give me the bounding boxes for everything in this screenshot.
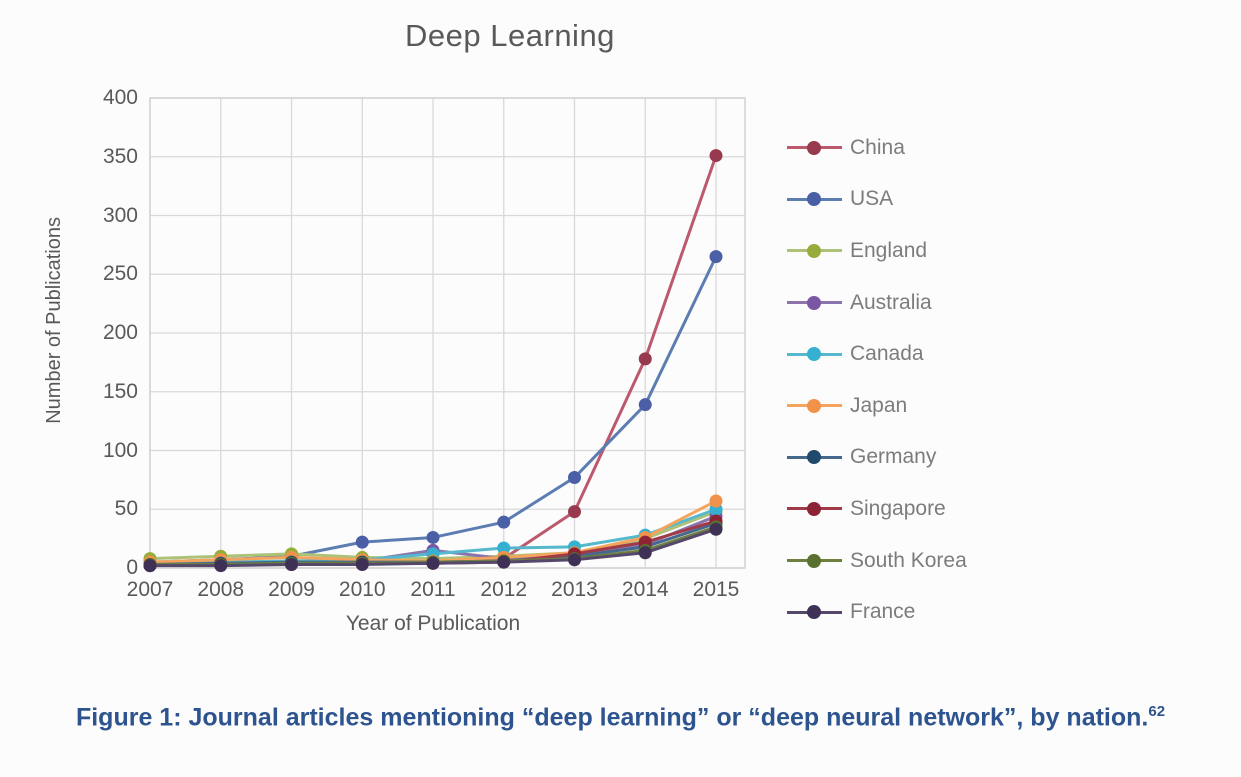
data-point-marker: [709, 250, 723, 264]
figure-caption-text: Figure 1: Journal articles mentioning “d…: [75, 703, 1149, 732]
x-tick-label: 2008: [197, 578, 245, 601]
data-point-marker: [143, 559, 157, 573]
x-tick-label: 2011: [410, 578, 456, 601]
figure-caption: Figure 1: Journal articles mentioning “d…: [0, 703, 1241, 732]
x-tick-label: 2007: [126, 578, 174, 601]
data-point-marker: [568, 471, 581, 485]
y-tick-label: 250: [102, 262, 138, 286]
legend-marker-icon: [787, 191, 842, 207]
legend-item-france: France: [787, 586, 967, 638]
legend-marker-icon: [787, 449, 842, 465]
chart-title: Deep Learning: [405, 18, 615, 53]
data-point-marker: [638, 398, 652, 412]
data-point-marker: [497, 541, 511, 555]
legend-label: USA: [850, 187, 894, 211]
plot-border: [149, 97, 746, 569]
legend-marker-icon: [787, 295, 842, 311]
data-point-marker: [497, 555, 511, 569]
legend-label: Singapore: [850, 496, 946, 520]
data-point-marker: [709, 149, 723, 163]
legend-label: Australia: [850, 290, 932, 314]
legend-item-england: England: [787, 225, 967, 277]
y-tick-label: 300: [102, 203, 138, 227]
x-tick-label: 2012: [480, 578, 528, 601]
data-point-marker: [285, 557, 298, 571]
x-tick-label: 2015: [692, 578, 740, 601]
legend-item-singapore: Singapore: [787, 483, 967, 535]
data-point-marker: [426, 556, 440, 570]
data-point-marker: [355, 535, 369, 549]
data-point-marker: [638, 546, 652, 560]
figure-caption-footnote-ref: 62: [1148, 703, 1166, 720]
legend-label: England: [850, 238, 928, 262]
y-tick-label: 400: [102, 86, 138, 109]
legend-label: Canada: [850, 342, 924, 366]
y-tick-label: 200: [102, 321, 138, 344]
y-axis-title: Number of Publications: [42, 216, 65, 424]
data-point-marker: [355, 557, 369, 571]
legend-marker-icon: [787, 346, 842, 362]
legend-marker-icon: [787, 553, 842, 569]
legend-item-canada: Canada: [787, 328, 967, 380]
x-axis-title: Year of Publication: [345, 612, 521, 635]
data-point-marker: [214, 559, 228, 573]
x-tick-label: 2009: [268, 578, 315, 601]
legend-label: France: [850, 600, 916, 624]
legend-marker-icon: [787, 140, 842, 156]
data-point-marker: [638, 352, 652, 366]
legend-label: Germany: [850, 445, 937, 469]
data-point-marker: [709, 522, 723, 536]
line-chart-plot-area: [143, 97, 746, 573]
y-tick-label: 50: [114, 497, 138, 521]
x-tick-label: 2010: [338, 578, 386, 601]
legend-label: China: [850, 135, 905, 159]
y-tick-label: 350: [102, 144, 138, 168]
legend-item-australia: Australia: [787, 277, 967, 329]
legend-marker-icon: [787, 604, 842, 620]
legend-item-south-korea: South Korea: [787, 535, 967, 587]
legend-marker-icon: [787, 243, 842, 259]
legend-marker-icon: [787, 501, 842, 517]
legend-label: Japan: [850, 393, 908, 417]
legend-item-china: China: [787, 122, 967, 174]
data-point-marker: [568, 553, 581, 567]
x-tick-label: 2013: [551, 578, 598, 601]
y-tick-label: 150: [102, 379, 138, 403]
chart-legend: China USA England Australia Canada Japan Germa…: [787, 122, 967, 638]
legend-label: South Korea: [850, 548, 967, 572]
y-tick-label: 0: [126, 556, 138, 579]
data-point-marker: [568, 505, 581, 519]
data-point-marker: [426, 530, 440, 544]
y-tick-label: 100: [102, 438, 138, 462]
data-point-marker: [709, 494, 723, 508]
legend-marker-icon: [787, 398, 842, 414]
legend-item-germany: Germany: [787, 432, 967, 484]
legend-item-japan: Japan: [787, 380, 967, 432]
data-point-marker: [497, 515, 511, 529]
legend-item-usa: USA: [787, 174, 967, 226]
x-tick-label: 2014: [621, 578, 669, 601]
